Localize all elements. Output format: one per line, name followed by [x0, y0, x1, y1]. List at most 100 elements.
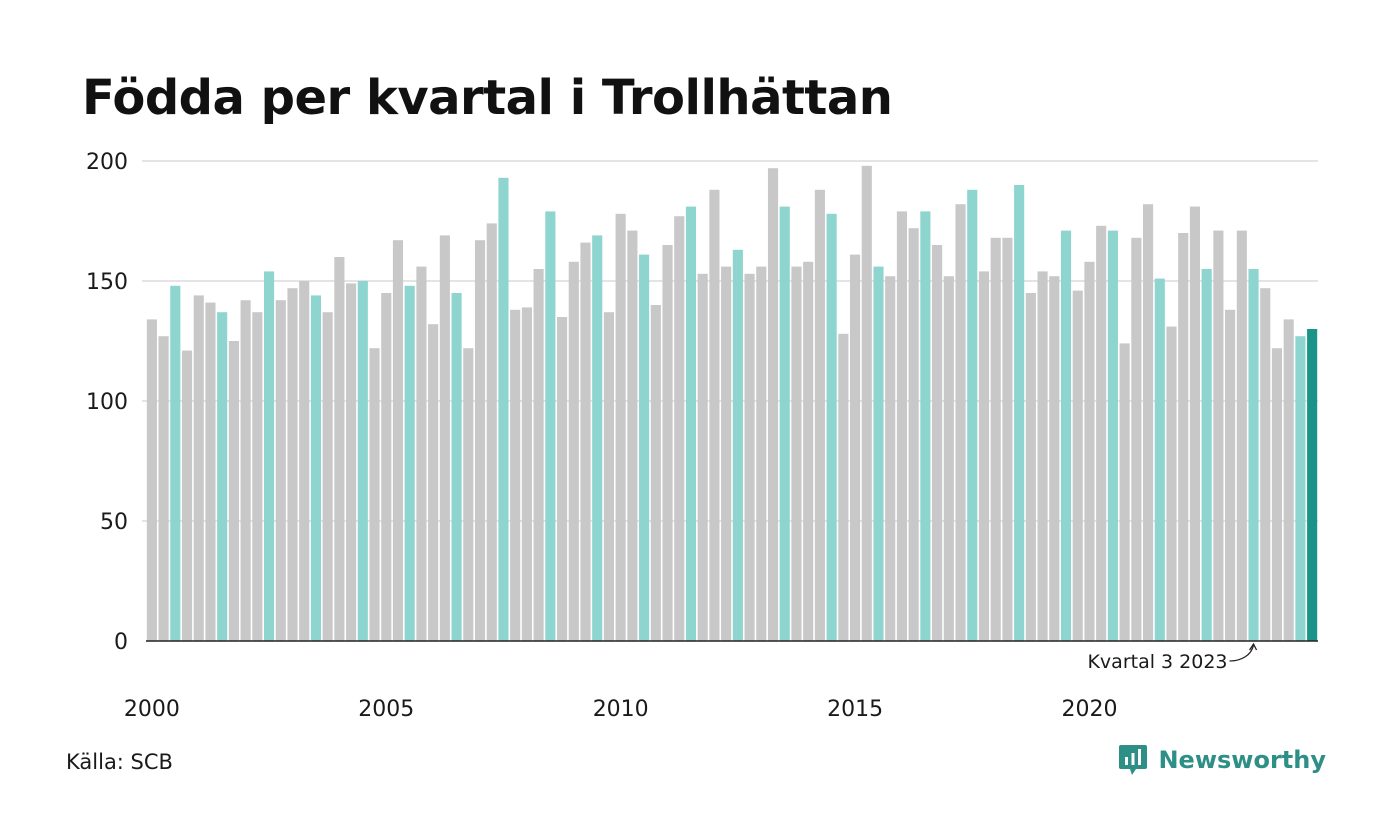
- y-tick-label: 0: [114, 630, 128, 655]
- bar: [721, 266, 732, 641]
- bar: [1236, 230, 1247, 641]
- bar: [299, 281, 310, 641]
- bar: [369, 348, 380, 641]
- chart-title: Födda per kvartal i Trollhättan: [82, 70, 893, 126]
- bar: [627, 230, 638, 641]
- bar: [181, 350, 193, 641]
- bar: [932, 245, 943, 641]
- bar: [486, 223, 497, 641]
- bar: [498, 177, 509, 642]
- bar: [1014, 185, 1025, 641]
- bar: [1154, 278, 1165, 641]
- bar: [639, 254, 650, 641]
- bar: [978, 271, 990, 641]
- bar: [732, 249, 743, 642]
- y-tick-label: 100: [86, 390, 128, 415]
- bar: [580, 242, 591, 641]
- annotation: Kvartal 3 2023: [1087, 642, 1258, 673]
- bar: [1131, 237, 1142, 642]
- x-axis-labels: 2000 2005 2010 2015 2020: [124, 697, 1118, 722]
- bar: [908, 228, 919, 641]
- bar: [170, 285, 181, 641]
- bar: [252, 312, 263, 641]
- bar: [1213, 230, 1224, 641]
- bar: [662, 245, 673, 641]
- bar: [615, 213, 626, 642]
- bar: [357, 281, 368, 641]
- y-tick-label: 150: [86, 270, 128, 295]
- x-tick-label: 2010: [593, 697, 649, 722]
- bar: [685, 206, 697, 641]
- bar: [1248, 269, 1259, 641]
- bar: [1072, 290, 1083, 641]
- bar: [439, 235, 450, 641]
- bar: [392, 240, 404, 641]
- bar: [1201, 269, 1212, 641]
- bar: [826, 213, 837, 642]
- bar: [264, 271, 275, 641]
- bar: [545, 211, 556, 641]
- bar: [205, 302, 216, 641]
- bar: [1025, 293, 1036, 641]
- bar: [1049, 276, 1060, 641]
- bar: [861, 165, 872, 642]
- bar: [533, 269, 544, 641]
- bar: [896, 211, 907, 641]
- bar: [1002, 237, 1013, 642]
- x-tick-label: 2015: [827, 697, 883, 722]
- bar: [1084, 261, 1095, 641]
- bar: [779, 206, 790, 641]
- bar: [568, 261, 579, 641]
- bar: [474, 240, 486, 641]
- bar: [287, 288, 298, 641]
- brand[interactable]: Newsworthy: [1118, 743, 1326, 777]
- bar: [791, 266, 802, 641]
- bar: [674, 216, 685, 641]
- newsworthy-logo-icon: [1119, 745, 1148, 775]
- bar: [650, 305, 661, 641]
- bar: [146, 319, 157, 641]
- x-tick-label: 2000: [124, 697, 180, 722]
- bar: [967, 189, 978, 642]
- bar: [463, 348, 474, 641]
- bar: [592, 235, 603, 641]
- bar: [521, 307, 532, 641]
- x-tick-label: 2005: [358, 697, 414, 722]
- bar: [322, 312, 333, 641]
- bar: [1283, 319, 1294, 641]
- bar: [158, 336, 169, 641]
- bar: [1096, 225, 1107, 642]
- bar: [1225, 309, 1236, 641]
- annotation-arrowhead: [1248, 642, 1258, 651]
- bar: [814, 189, 825, 642]
- bar: [603, 312, 614, 641]
- y-axis-labels: 0 50 100 150 200: [86, 150, 128, 655]
- bar: [990, 237, 1001, 642]
- bar: [510, 309, 521, 641]
- bar: [803, 261, 814, 641]
- bar: [228, 341, 239, 641]
- bar: [767, 168, 779, 641]
- bar: [346, 283, 357, 641]
- bar: [334, 257, 345, 641]
- bar: [416, 266, 427, 641]
- bar: [850, 254, 861, 641]
- bar: [1271, 348, 1283, 641]
- bar: [920, 211, 931, 641]
- bar: [310, 295, 321, 641]
- bar: [428, 324, 439, 641]
- bar: [1119, 343, 1130, 641]
- bar: [557, 317, 568, 641]
- bar: [240, 300, 251, 641]
- bar: [1189, 206, 1200, 641]
- bar: [1060, 230, 1072, 641]
- bars: [146, 165, 1318, 642]
- bar: [1143, 204, 1154, 641]
- bar: [943, 276, 954, 641]
- bar: [193, 295, 204, 641]
- y-tick-label: 200: [86, 150, 128, 175]
- bar: [1178, 233, 1189, 641]
- bar: [404, 285, 415, 641]
- bar: [275, 300, 286, 641]
